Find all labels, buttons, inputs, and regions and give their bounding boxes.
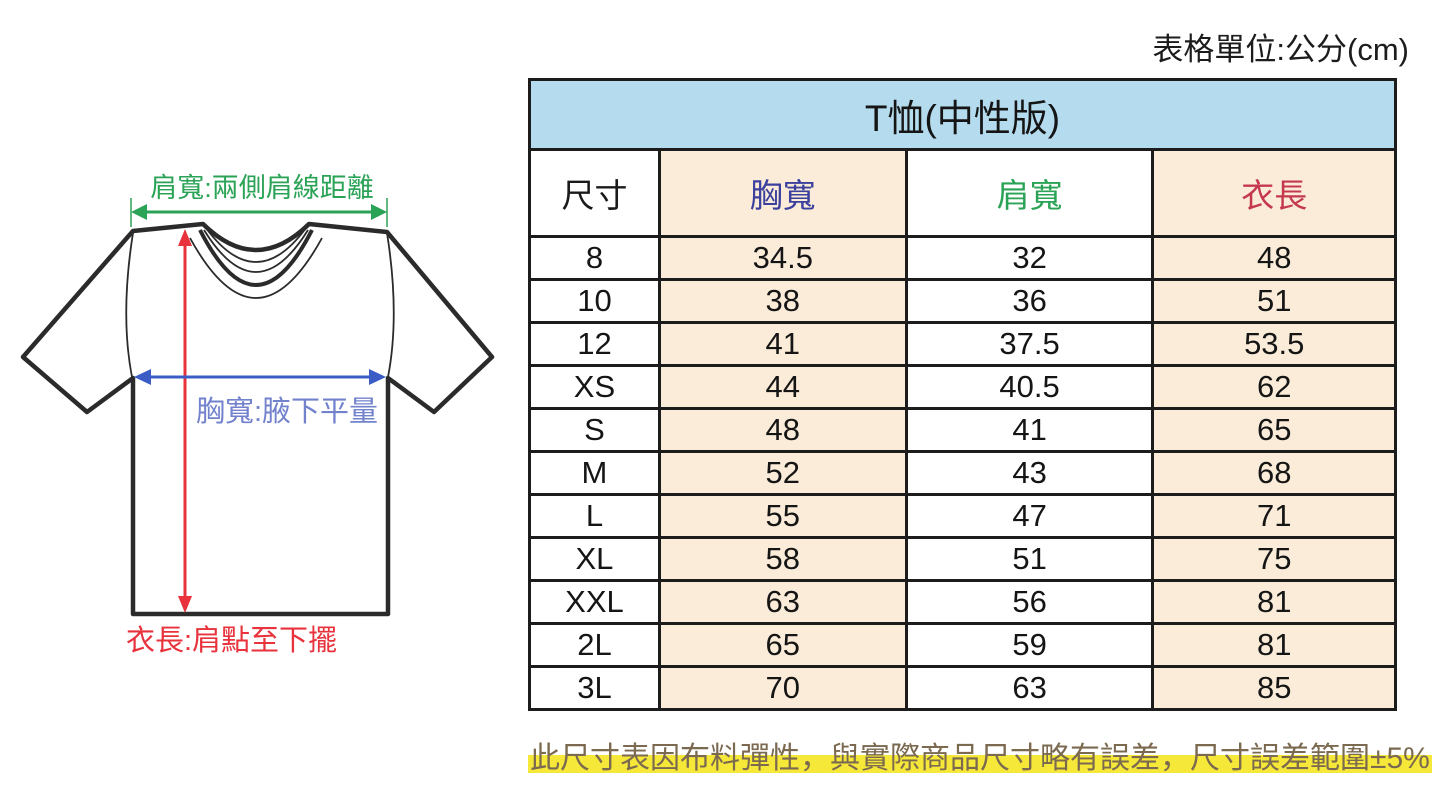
length-cell: 81 <box>1151 579 1397 625</box>
size-cell: XXL <box>528 579 661 625</box>
table-title-row: T恤(中性版) <box>528 78 1397 151</box>
shoulder-cell: 41 <box>904 407 1155 453</box>
collar-inner-edge <box>198 229 314 287</box>
shoulder-cell: 37.5 <box>904 321 1155 367</box>
length-cell: 53.5 <box>1151 321 1397 367</box>
length-cell: 81 <box>1151 622 1397 668</box>
length-cell: 68 <box>1151 450 1397 496</box>
length-cell: 62 <box>1151 364 1397 410</box>
sleeve-seam-left <box>125 232 134 378</box>
chest-cell: 52 <box>657 450 908 496</box>
chest-cell: 65 <box>657 622 908 668</box>
chest-cell: 58 <box>657 536 908 582</box>
shoulder-cell: 32 <box>904 235 1155 281</box>
length-cell: 51 <box>1151 278 1397 324</box>
length-cell: 71 <box>1151 493 1397 539</box>
column-header-chest: 胸寬 <box>657 148 908 238</box>
size-table: T恤(中性版) 尺寸 胸寬 肩寬 衣長 8 34.5 32 48 10 38 3… <box>528 78 1397 711</box>
table-row: 12 41 37.5 53.5 <box>528 321 1397 367</box>
length-cell: 48 <box>1151 235 1397 281</box>
shoulder-cell: 47 <box>904 493 1155 539</box>
size-cell: L <box>528 493 661 539</box>
tolerance-note: 此尺寸表因布料彈性，與實際商品尺寸略有誤差，尺寸誤差範圍±5% <box>528 733 1443 777</box>
table-row: XS 44 40.5 62 <box>528 364 1397 410</box>
size-cell: XL <box>528 536 661 582</box>
tshirt-outline <box>20 221 495 617</box>
tolerance-note-text: 此尺寸表因布料彈性，與實際商品尺寸略有誤差，尺寸誤差範圍±5% <box>528 742 1432 775</box>
chest-cell: 55 <box>657 493 908 539</box>
chest-cell: 34.5 <box>657 235 908 281</box>
column-header-shoulder: 肩寬 <box>904 148 1155 238</box>
chest-cell: 38 <box>657 278 908 324</box>
chest-width-arrow <box>134 369 386 385</box>
length-cell: 85 <box>1151 665 1397 711</box>
shoulder-width-arrow <box>130 198 388 227</box>
table-row: XXL 63 56 81 <box>528 579 1397 625</box>
shoulder-cell: 56 <box>904 579 1155 625</box>
collar-line <box>203 229 309 273</box>
size-cell: M <box>528 450 661 496</box>
table-row: L 55 47 71 <box>528 493 1397 539</box>
size-cell: 2L <box>528 622 661 668</box>
column-header-size: 尺寸 <box>528 148 661 238</box>
shoulder-cell: 36 <box>904 278 1155 324</box>
size-cell: 12 <box>528 321 661 367</box>
shoulder-cell: 59 <box>904 622 1155 668</box>
garment-length-arrow <box>178 229 192 613</box>
shoulder-cell: 63 <box>904 665 1155 711</box>
chest-cell: 41 <box>657 321 908 367</box>
chest-cell: 48 <box>657 407 908 453</box>
table-row: XL 58 51 75 <box>528 536 1397 582</box>
size-cell: XS <box>528 364 661 410</box>
size-cell: 8 <box>528 235 661 281</box>
size-cell: 10 <box>528 278 661 324</box>
chest-cell: 70 <box>657 665 908 711</box>
chest-cell: 63 <box>657 579 908 625</box>
garment-length-label: 衣長:肩點至下擺 <box>126 625 338 657</box>
table-unit-label: 表格單位:公分(cm) <box>1152 32 1409 67</box>
table-row: M 52 43 68 <box>528 450 1397 496</box>
table-row: 2L 65 59 81 <box>528 622 1397 668</box>
shoulder-width-label: 肩寬:兩側肩線距離 <box>150 173 374 203</box>
table-row: 8 34.5 32 48 <box>528 235 1397 281</box>
table-header-row: 尺寸 胸寬 肩寬 衣長 <box>528 148 1397 238</box>
collar-stitch-line <box>189 237 323 299</box>
chest-cell: 44 <box>657 364 908 410</box>
size-cell: 3L <box>528 665 661 711</box>
sleeve-seam-right <box>386 232 395 378</box>
size-cell: S <box>528 407 661 453</box>
length-cell: 65 <box>1151 407 1397 453</box>
table-row: 3L 70 63 85 <box>528 665 1397 711</box>
length-cell: 75 <box>1151 536 1397 582</box>
shoulder-cell: 51 <box>904 536 1155 582</box>
table-row: S 48 41 65 <box>528 407 1397 453</box>
shoulder-cell: 43 <box>904 450 1155 496</box>
table-title: T恤(中性版) <box>528 78 1397 151</box>
column-header-length: 衣長 <box>1151 148 1397 238</box>
table-row: 10 38 36 51 <box>528 278 1397 324</box>
chest-width-label: 胸寬:腋下平量 <box>196 396 379 428</box>
shoulder-cell: 40.5 <box>904 364 1155 410</box>
collar-line <box>205 227 307 263</box>
